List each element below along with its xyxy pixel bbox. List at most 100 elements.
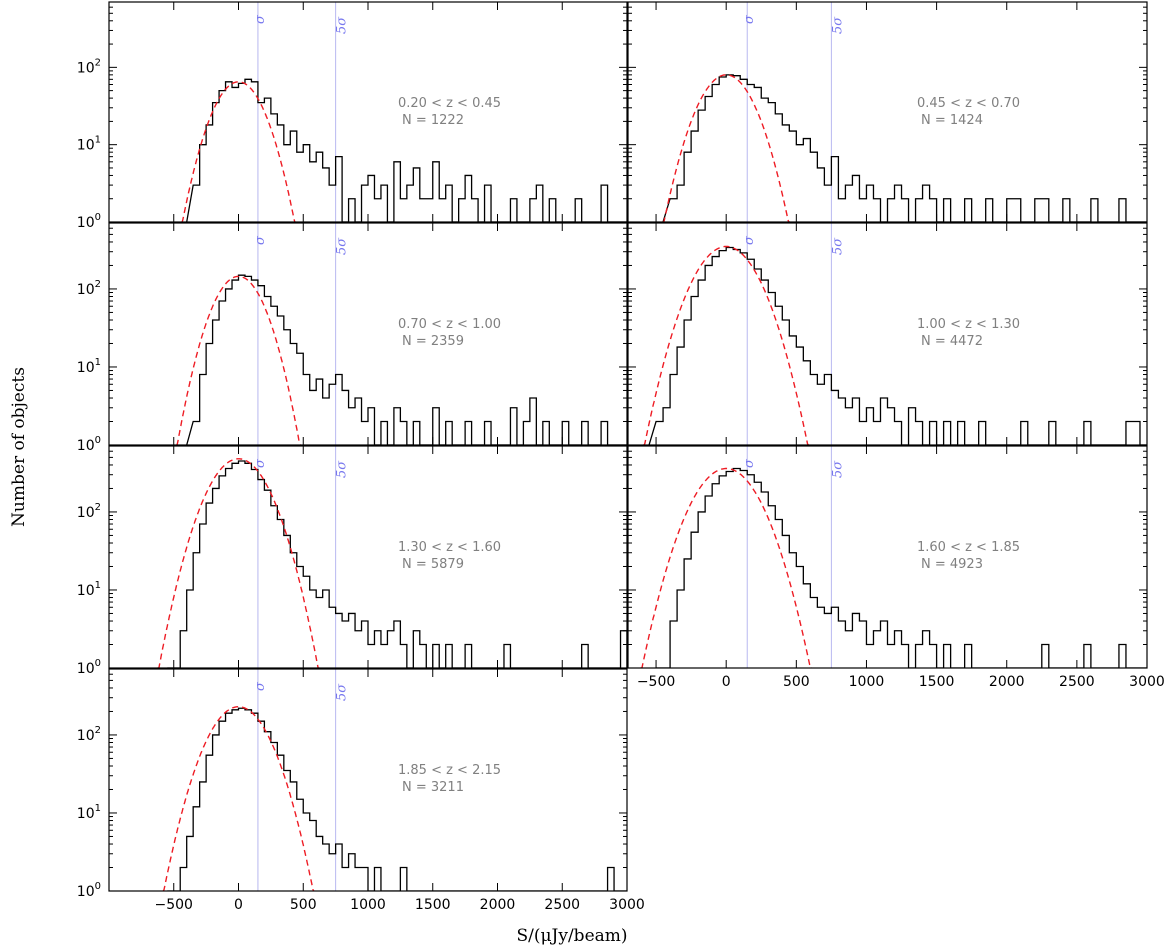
y-tick-base: 10 bbox=[77, 282, 95, 298]
redshift-range-label: 0.45 < z < 0.70 bbox=[917, 96, 1020, 111]
histogram-steps bbox=[167, 707, 627, 891]
redshift-range-label: 1.30 < z < 1.60 bbox=[398, 540, 501, 555]
gaussian-fit-curve bbox=[643, 245, 809, 445]
histogram-steps bbox=[648, 246, 1147, 445]
sigma-label: σ bbox=[253, 14, 268, 24]
panel-frame bbox=[627, 222, 1148, 446]
gaussian-fit-curve bbox=[157, 458, 320, 668]
redshift-range-label: 1.00 < z < 1.30 bbox=[917, 317, 1020, 332]
y-tick-base: 10 bbox=[77, 661, 95, 677]
sigma-label: σ bbox=[742, 235, 757, 245]
y-tick-label: 102 bbox=[77, 502, 101, 521]
panel-frame bbox=[627, 1, 1148, 223]
x-tick-label: 2000 bbox=[480, 897, 516, 913]
histogram-steps bbox=[186, 274, 627, 445]
y-tick-label: 101 bbox=[77, 580, 101, 599]
y-tick-exponent: 1 bbox=[95, 357, 101, 368]
five-sigma-label: 5σ bbox=[335, 460, 350, 478]
five-sigma-label: 5σ bbox=[830, 237, 845, 255]
gaussian-fit-curve bbox=[640, 467, 812, 668]
y-tick-exponent: 0 bbox=[95, 435, 101, 446]
gaussian-fit-curve bbox=[162, 706, 315, 891]
y-tick-base: 10 bbox=[77, 215, 95, 231]
y-tick-label: 100 bbox=[77, 658, 101, 677]
y-tick-exponent: 1 bbox=[95, 135, 101, 146]
y-tick-base: 10 bbox=[77, 728, 95, 744]
redshift-range-label: 0.20 < z < 0.45 bbox=[398, 96, 501, 111]
y-tick-exponent: 0 bbox=[95, 658, 101, 669]
y-tick-exponent: 2 bbox=[95, 502, 101, 513]
x-tick-label: 0 bbox=[234, 897, 243, 913]
panel-frame bbox=[108, 1, 628, 223]
gaussian-fit-curve bbox=[176, 275, 301, 445]
y-tick-base: 10 bbox=[77, 806, 95, 822]
object-count-label: N = 5879 bbox=[402, 557, 464, 572]
y-tick-exponent: 2 bbox=[95, 279, 101, 290]
redshift-range-label: 1.85 < z < 2.15 bbox=[398, 763, 501, 778]
y-tick-label: 101 bbox=[77, 135, 101, 154]
y-tick-base: 10 bbox=[77, 583, 95, 599]
y-tick-exponent: 2 bbox=[95, 725, 101, 736]
panel-6: −500 0 500 1000 1500 2000 2500 3000 σ 5σ 1.60 < z … bbox=[627, 445, 1165, 690]
redshift-range-label: 0.70 < z < 1.00 bbox=[398, 317, 501, 332]
panel-plot-area bbox=[162, 669, 627, 891]
y-tick-base: 10 bbox=[77, 138, 95, 154]
five-sigma-label: 5σ bbox=[830, 460, 845, 478]
redshift-range-label: 1.60 < z < 1.85 bbox=[917, 540, 1020, 555]
sigma-label: σ bbox=[253, 235, 268, 245]
five-sigma-label: 5σ bbox=[830, 16, 845, 34]
x-tick-label: 1000 bbox=[849, 674, 885, 690]
y-tick-exponent: 2 bbox=[95, 57, 101, 68]
sigma-label: σ bbox=[253, 681, 268, 691]
y-tick-label: 100 bbox=[77, 212, 101, 231]
y-tick-base: 10 bbox=[77, 360, 95, 376]
panel-plot-area bbox=[640, 446, 1147, 668]
sigma-label: σ bbox=[742, 14, 757, 24]
five-sigma-label: 5σ bbox=[335, 16, 350, 34]
x-tick-label: 1500 bbox=[919, 674, 955, 690]
x-tick-label: 0 bbox=[722, 674, 731, 690]
x-tick-label: 1500 bbox=[415, 897, 451, 913]
object-count-label: N = 4923 bbox=[921, 557, 983, 572]
gaussian-fit-curve bbox=[662, 74, 790, 222]
x-tick-label: 1000 bbox=[350, 897, 386, 913]
y-tick-exponent: 1 bbox=[95, 580, 101, 591]
y-tick-label: 102 bbox=[77, 57, 101, 76]
panel-4: σ 5σ 1.00 < z < 1.30 N = 4472 bbox=[627, 222, 1148, 446]
y-tick-exponent: 1 bbox=[95, 803, 101, 814]
five-sigma-label: 5σ bbox=[335, 237, 350, 255]
x-tick-label: 500 bbox=[783, 674, 810, 690]
x-axis-label: S/(μJy/beam) bbox=[516, 926, 627, 946]
y-tick-label: 100 bbox=[77, 881, 101, 900]
sigma-label: σ bbox=[742, 458, 757, 468]
y-tick-label: 101 bbox=[77, 357, 101, 376]
y-tick-base: 10 bbox=[77, 60, 95, 76]
x-tick-label: 3000 bbox=[609, 897, 645, 913]
y-axis-label: Number of objects bbox=[9, 367, 29, 527]
histogram-steps bbox=[662, 74, 1147, 222]
object-count-label: N = 1222 bbox=[402, 113, 464, 128]
y-tick-base: 10 bbox=[77, 884, 95, 900]
y-tick-label: 100 bbox=[77, 435, 101, 454]
panel-plot-area bbox=[662, 2, 1147, 222]
panel-frame bbox=[627, 445, 1148, 669]
panel-plot-area bbox=[176, 223, 627, 445]
y-tick-exponent: 0 bbox=[95, 881, 101, 892]
sigma-label: σ bbox=[253, 458, 268, 468]
y-tick-label: 102 bbox=[77, 279, 101, 298]
object-count-label: N = 1424 bbox=[921, 113, 983, 128]
x-tick-label: 3000 bbox=[1129, 674, 1165, 690]
x-tick-label: 2500 bbox=[1059, 674, 1095, 690]
panel-plot-area bbox=[181, 2, 627, 222]
object-count-label: N = 4472 bbox=[921, 334, 983, 349]
histogram-steps bbox=[167, 460, 627, 668]
y-tick-label: 102 bbox=[77, 725, 101, 744]
panel-plot-area bbox=[643, 223, 1147, 445]
panel-2: σ 5σ 0.45 < z < 0.70 N = 1424 bbox=[627, 1, 1148, 223]
x-tick-label: −500 bbox=[637, 674, 675, 690]
x-tick-label: 500 bbox=[290, 897, 317, 913]
x-tick-label: −500 bbox=[155, 897, 193, 913]
histogram-steps bbox=[186, 78, 627, 222]
